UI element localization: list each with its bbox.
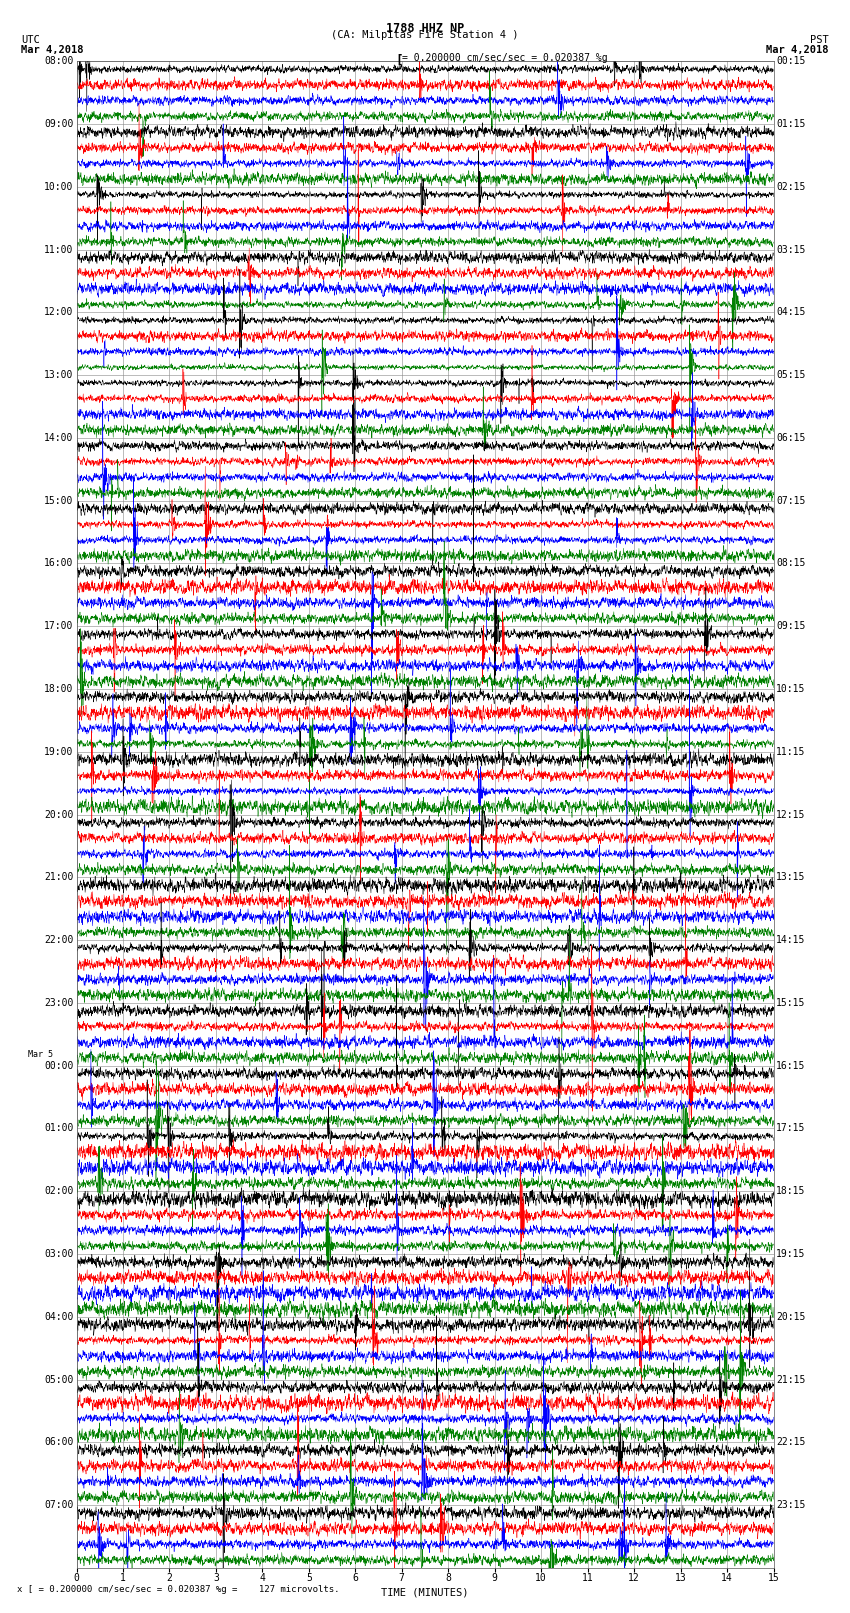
- Text: x [ = 0.200000 cm/sec/sec = 0.020387 %g =    127 microvolts.: x [ = 0.200000 cm/sec/sec = 0.020387 %g …: [17, 1584, 339, 1594]
- Text: Mar 4,2018: Mar 4,2018: [766, 45, 829, 55]
- Text: PST: PST: [810, 35, 829, 45]
- Text: Mar 4,2018: Mar 4,2018: [21, 45, 84, 55]
- Text: Mar 5: Mar 5: [28, 1050, 54, 1060]
- X-axis label: TIME (MINUTES): TIME (MINUTES): [382, 1587, 468, 1597]
- Text: (CA: Milpitas Fire Station 4 ): (CA: Milpitas Fire Station 4 ): [332, 31, 518, 40]
- Text: UTC: UTC: [21, 35, 40, 45]
- Text: [: [: [395, 53, 403, 66]
- Text: = 0.200000 cm/sec/sec = 0.020387 %g: = 0.200000 cm/sec/sec = 0.020387 %g: [402, 53, 608, 63]
- Text: 1788 HHZ NP: 1788 HHZ NP: [386, 23, 464, 35]
